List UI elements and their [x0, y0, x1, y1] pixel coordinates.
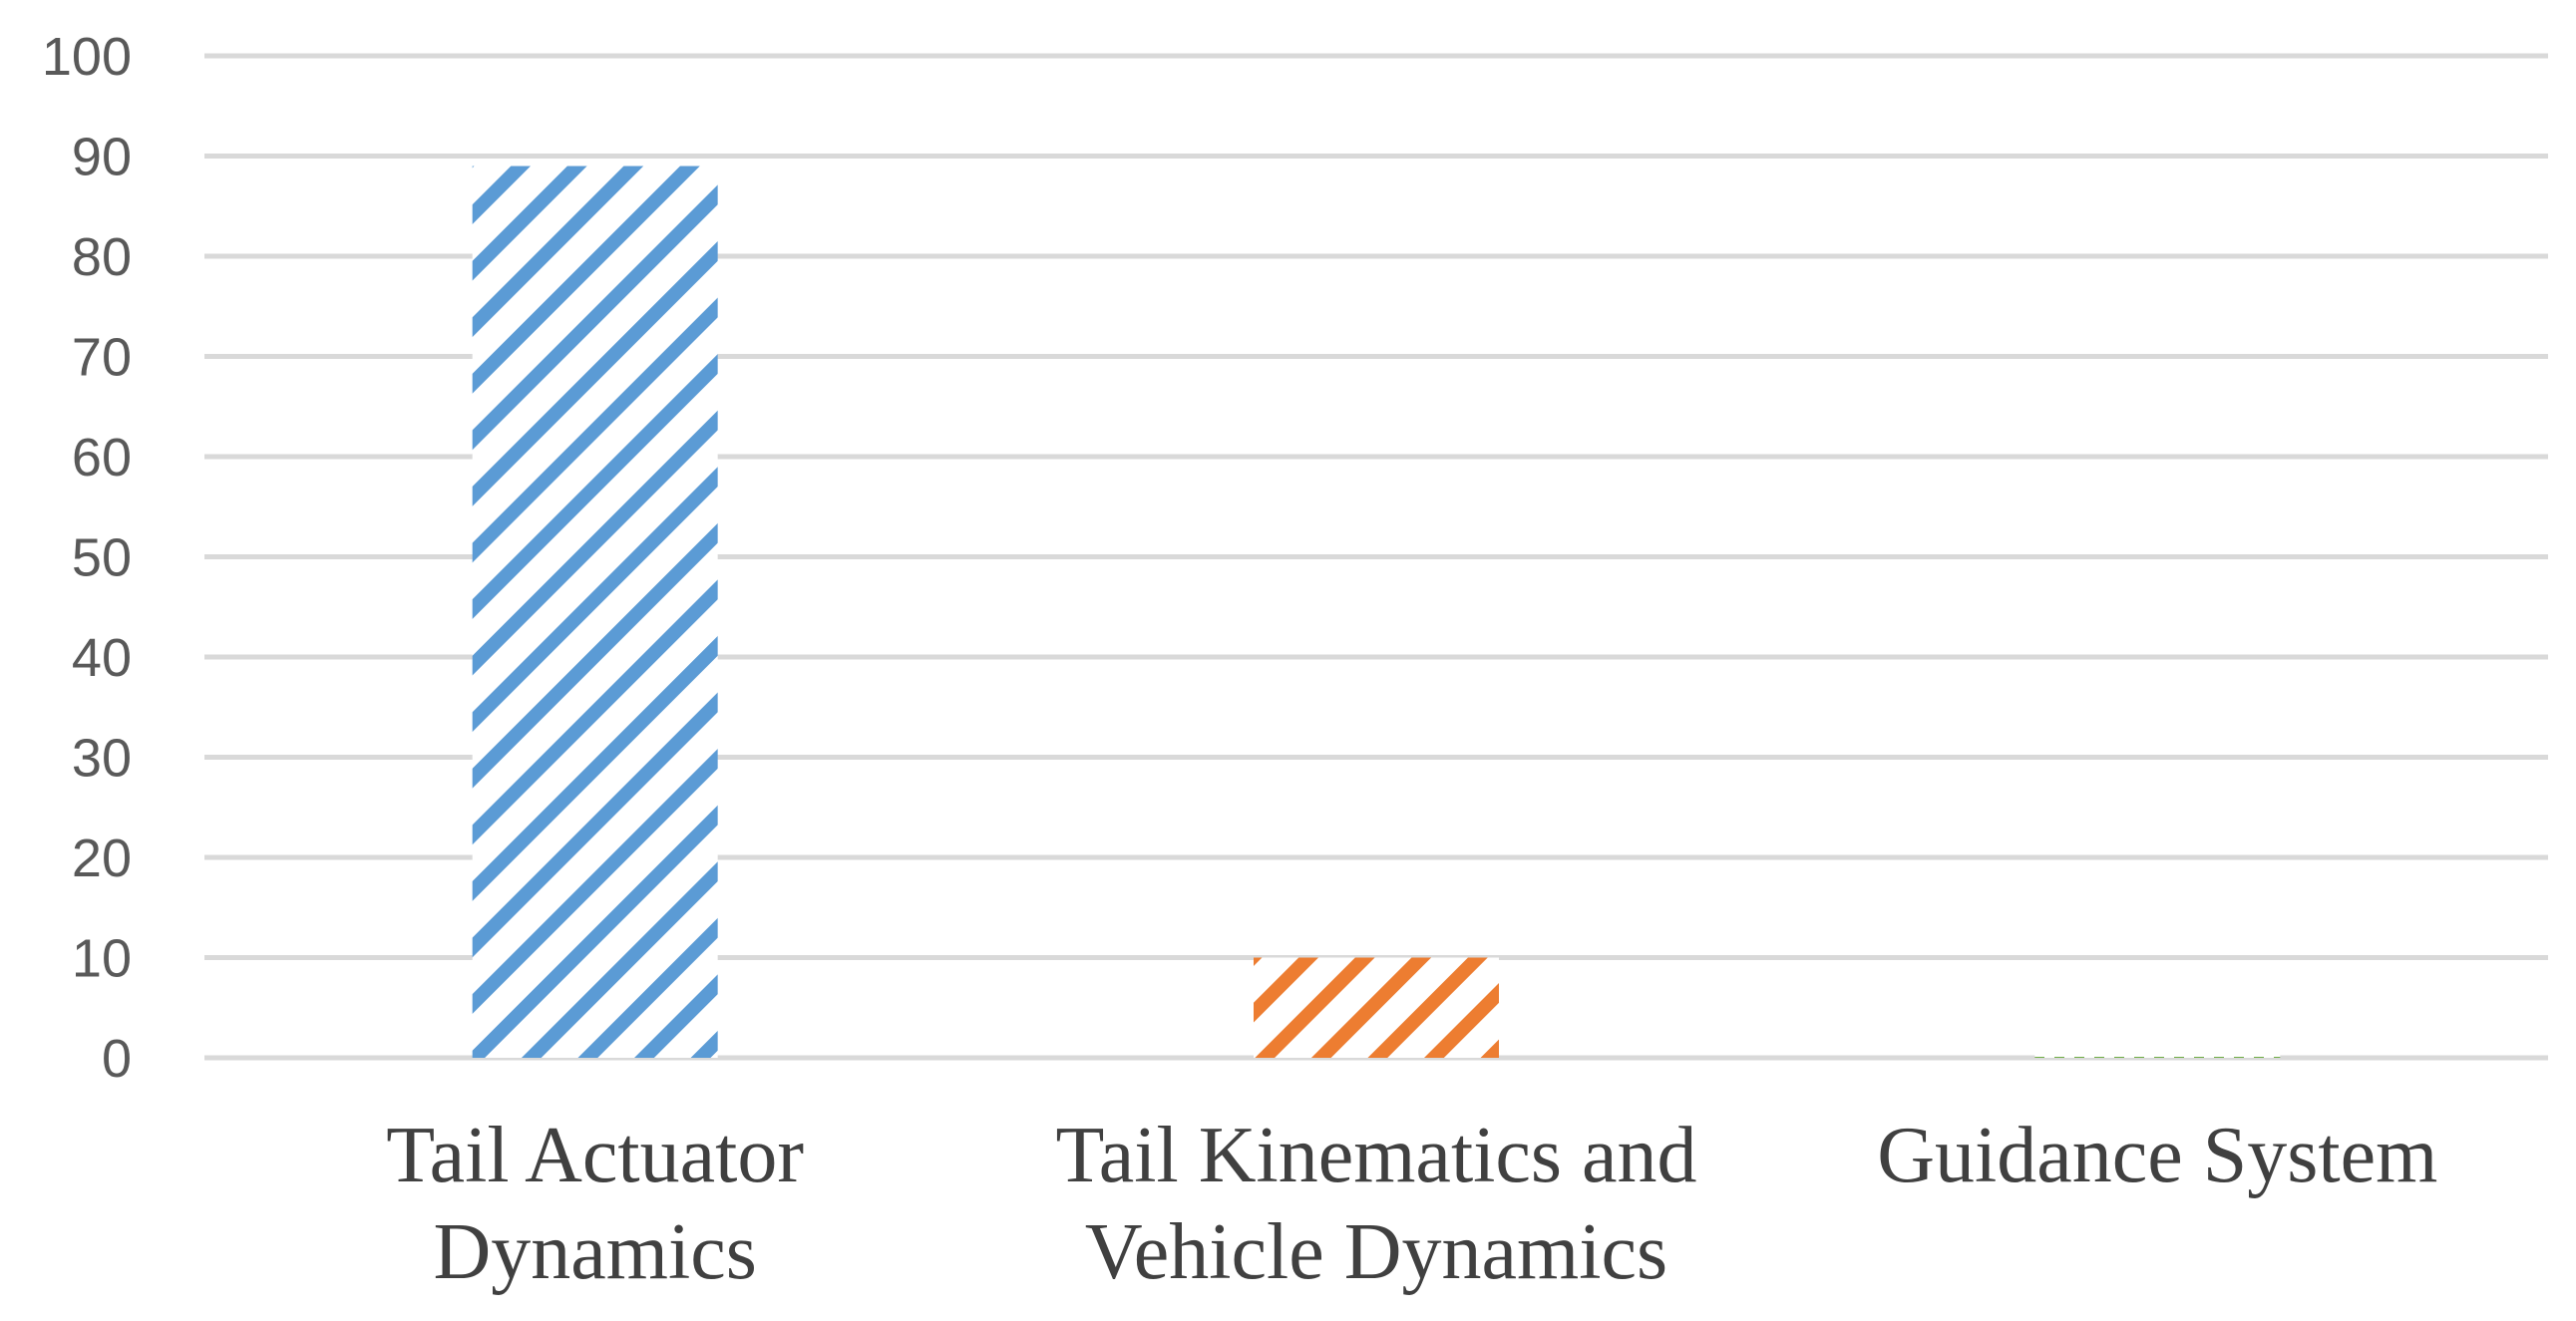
category-label: Tail Actuator [386, 1112, 804, 1199]
category-label: Guidance System [1877, 1112, 2437, 1199]
category-label: Tail Kinematics and [1055, 1112, 1696, 1199]
bar [2034, 1047, 2281, 1058]
y-tick-label: 30 [72, 729, 132, 789]
bars [472, 165, 2281, 1059]
y-tick-label: 0 [102, 1029, 132, 1089]
y-tick-label: 10 [72, 929, 132, 989]
y-tick-label: 90 [72, 128, 132, 187]
y-tick-label: 80 [72, 227, 132, 287]
category-label: Vehicle Dynamics [1085, 1208, 1667, 1296]
y-tick-label: 20 [72, 828, 132, 888]
y-tick-label: 50 [72, 528, 132, 588]
y-axis-tick-labels: 0 10 20 30 40 50 60 70 80 90 100 [42, 27, 132, 1089]
x-axis-category-labels: Tail Actuator Dynamics Tail Kinematics and… [386, 1112, 2437, 1296]
y-tick-label: 100 [42, 27, 132, 87]
bar [472, 165, 718, 1059]
category-label: Dynamics [433, 1208, 756, 1296]
y-tick-label: 60 [72, 428, 132, 488]
y-tick-label: 40 [72, 628, 132, 688]
bar [1254, 957, 1499, 1058]
y-tick-label: 70 [72, 328, 132, 388]
